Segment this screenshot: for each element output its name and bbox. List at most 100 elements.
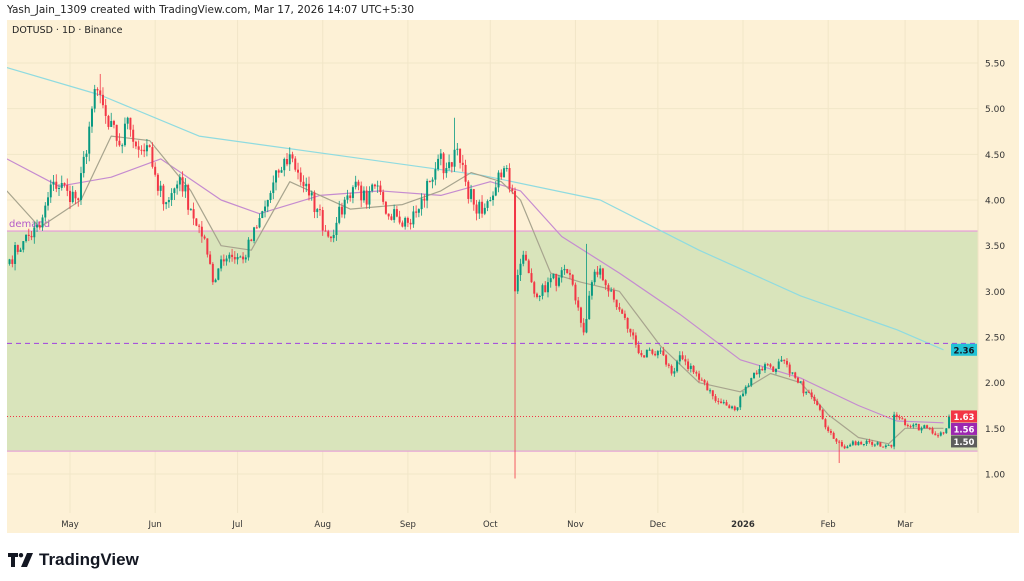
- candle-body: [96, 89, 99, 91]
- candle-body: [85, 153, 88, 157]
- candle-body: [698, 373, 701, 380]
- candle-body: [250, 239, 253, 241]
- candle-body: [681, 355, 684, 360]
- candle-body: [324, 230, 327, 232]
- candle-body: [305, 183, 308, 187]
- candle-body: [709, 390, 712, 392]
- candle-body: [244, 257, 247, 260]
- candle-body: [27, 234, 30, 236]
- candle-body: [689, 365, 692, 369]
- candle-body: [209, 254, 212, 264]
- candle-body: [459, 148, 462, 163]
- candle-body: [173, 188, 176, 194]
- candle-body: [236, 257, 239, 260]
- candle-body: [725, 402, 728, 406]
- candle-body: [272, 182, 275, 194]
- candle-body: [637, 344, 640, 354]
- candle-body: [673, 371, 676, 374]
- candle-body: [145, 145, 148, 152]
- price-badge: [951, 343, 977, 356]
- chart-panel[interactable]: demand 1.00 1.50 2.00 2.50 3.00 3.50 4.00 4.50 5…: [7, 20, 1019, 533]
- tradingview-logo-text: TradingView: [39, 550, 139, 569]
- candle-body: [88, 126, 91, 154]
- candle-body: [500, 172, 503, 178]
- candle-body: [736, 407, 739, 411]
- moving-average-line-ma_slow: [7, 67, 944, 351]
- candle-body: [634, 335, 637, 345]
- candle-body: [112, 121, 115, 125]
- candle-body: [264, 206, 267, 212]
- candle-body: [181, 177, 184, 192]
- candle-body: [36, 225, 39, 228]
- candle-body: [126, 117, 129, 124]
- candle-body: [571, 274, 574, 285]
- candle-body: [585, 319, 588, 333]
- candle-body: [395, 209, 398, 217]
- candle-body: [706, 382, 709, 391]
- candle-body: [703, 380, 706, 383]
- candle-body: [505, 168, 508, 170]
- candle-body: [522, 254, 525, 264]
- candle-body: [483, 207, 486, 214]
- candle-body: [453, 149, 456, 167]
- candle-body: [318, 209, 321, 211]
- candle-body: [19, 249, 22, 252]
- candle-body: [810, 392, 813, 397]
- candle-body: [654, 353, 657, 356]
- candle-body: [579, 307, 582, 323]
- candle-body: [544, 285, 547, 293]
- price-chart[interactable]: demand 1.00 1.50 2.00 2.50 3.00 3.50 4.00 4.50 5…: [7, 20, 1019, 533]
- candle-body: [475, 204, 478, 214]
- candle-body: [159, 185, 162, 191]
- candle-body: [387, 213, 390, 217]
- candle-body: [904, 419, 907, 425]
- candle-body: [417, 209, 420, 213]
- candle-body: [742, 393, 745, 397]
- candle-body: [143, 149, 146, 152]
- candle-body: [626, 317, 629, 329]
- candle-body: [228, 254, 231, 259]
- candle-body: [107, 115, 110, 127]
- candle-body: [857, 442, 860, 446]
- candle-body: [261, 211, 264, 219]
- candle-body: [288, 154, 291, 165]
- candle-body: [514, 190, 517, 292]
- price-badges: 2.36 1.63 1.56 1.50: [951, 343, 977, 448]
- candle-body: [162, 185, 165, 205]
- tradingview-logo[interactable]: TradingView: [8, 550, 139, 570]
- candle-body: [409, 222, 412, 225]
- candle-body: [148, 145, 151, 148]
- candle-body: [508, 168, 511, 189]
- candle-body: [44, 205, 47, 218]
- time-tick-label: Jul: [231, 520, 242, 530]
- candle-body: [373, 184, 376, 187]
- candle-body: [448, 162, 451, 169]
- demand-zone: demand: [7, 219, 978, 452]
- time-tick-label: Dec: [650, 520, 667, 530]
- candle-body: [11, 259, 14, 264]
- candle-body: [206, 238, 209, 255]
- candle-body: [90, 108, 93, 127]
- candle-body: [794, 372, 797, 378]
- candle-body: [486, 201, 489, 208]
- candle-body: [813, 396, 816, 401]
- candle-body: [722, 402, 725, 404]
- candle-body: [750, 378, 753, 386]
- candle-body: [25, 234, 28, 242]
- candle-body: [621, 309, 624, 314]
- candle-body: [214, 279, 217, 283]
- candle-body: [439, 153, 442, 159]
- candle-body: [346, 195, 349, 200]
- symbol-info: DOTUSD · 1D · Binance: [12, 25, 123, 36]
- candle-body: [769, 364, 772, 367]
- candle-body: [895, 414, 898, 417]
- candle-body: [629, 328, 632, 333]
- candle-body: [843, 446, 846, 449]
- candle-body: [670, 365, 673, 374]
- candle-body: [772, 366, 775, 372]
- candle-body: [123, 123, 126, 146]
- candle-body: [717, 400, 720, 402]
- candle-body: [184, 185, 187, 192]
- candle-body: [788, 364, 791, 374]
- candle-body: [420, 198, 423, 210]
